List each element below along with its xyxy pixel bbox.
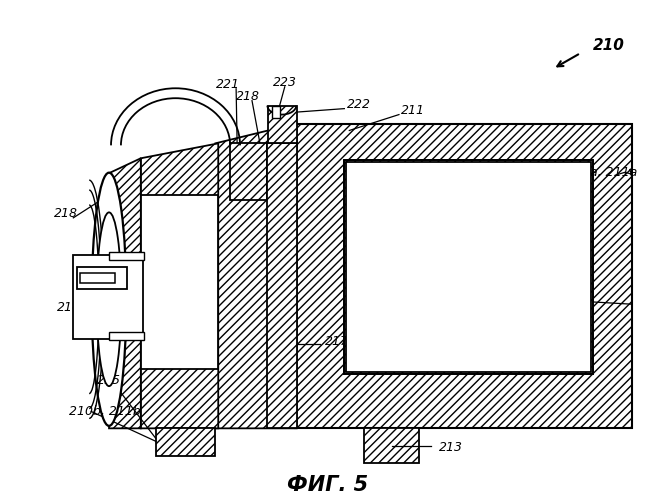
Text: 215: 215 — [97, 374, 121, 387]
Text: 216: 216 — [57, 301, 81, 314]
Text: ФИГ. 5: ФИГ. 5 — [287, 475, 368, 495]
Polygon shape — [268, 106, 297, 143]
Polygon shape — [141, 195, 218, 369]
Polygon shape — [267, 143, 297, 428]
Bar — [109, 251, 144, 259]
Polygon shape — [141, 143, 218, 428]
Text: 213: 213 — [439, 441, 463, 454]
Text: 218: 218 — [236, 90, 260, 103]
Text: 221: 221 — [216, 78, 240, 91]
Polygon shape — [295, 124, 632, 428]
Text: 223: 223 — [273, 76, 297, 89]
Bar — [80, 273, 115, 283]
Text: 212: 212 — [440, 245, 467, 258]
Text: 218: 218 — [55, 208, 78, 221]
Polygon shape — [344, 160, 593, 374]
Text: 222: 222 — [348, 98, 371, 111]
Bar — [109, 332, 144, 340]
Text: 210a, 211a: 210a, 211a — [566, 166, 637, 179]
Text: 217: 217 — [325, 335, 348, 348]
Polygon shape — [364, 428, 419, 463]
Polygon shape — [156, 428, 215, 456]
Text: 214: 214 — [560, 293, 585, 306]
Bar — [74, 254, 143, 339]
Bar — [78, 267, 127, 289]
Polygon shape — [109, 158, 141, 428]
Text: 210: 210 — [593, 37, 624, 52]
Bar — [272, 106, 280, 118]
Text: 211: 211 — [401, 104, 425, 117]
Bar — [346, 162, 591, 372]
Ellipse shape — [91, 173, 126, 426]
Text: 210b, 211b: 210b, 211b — [69, 405, 141, 418]
Ellipse shape — [97, 213, 122, 386]
Polygon shape — [230, 143, 267, 200]
Polygon shape — [215, 124, 297, 428]
